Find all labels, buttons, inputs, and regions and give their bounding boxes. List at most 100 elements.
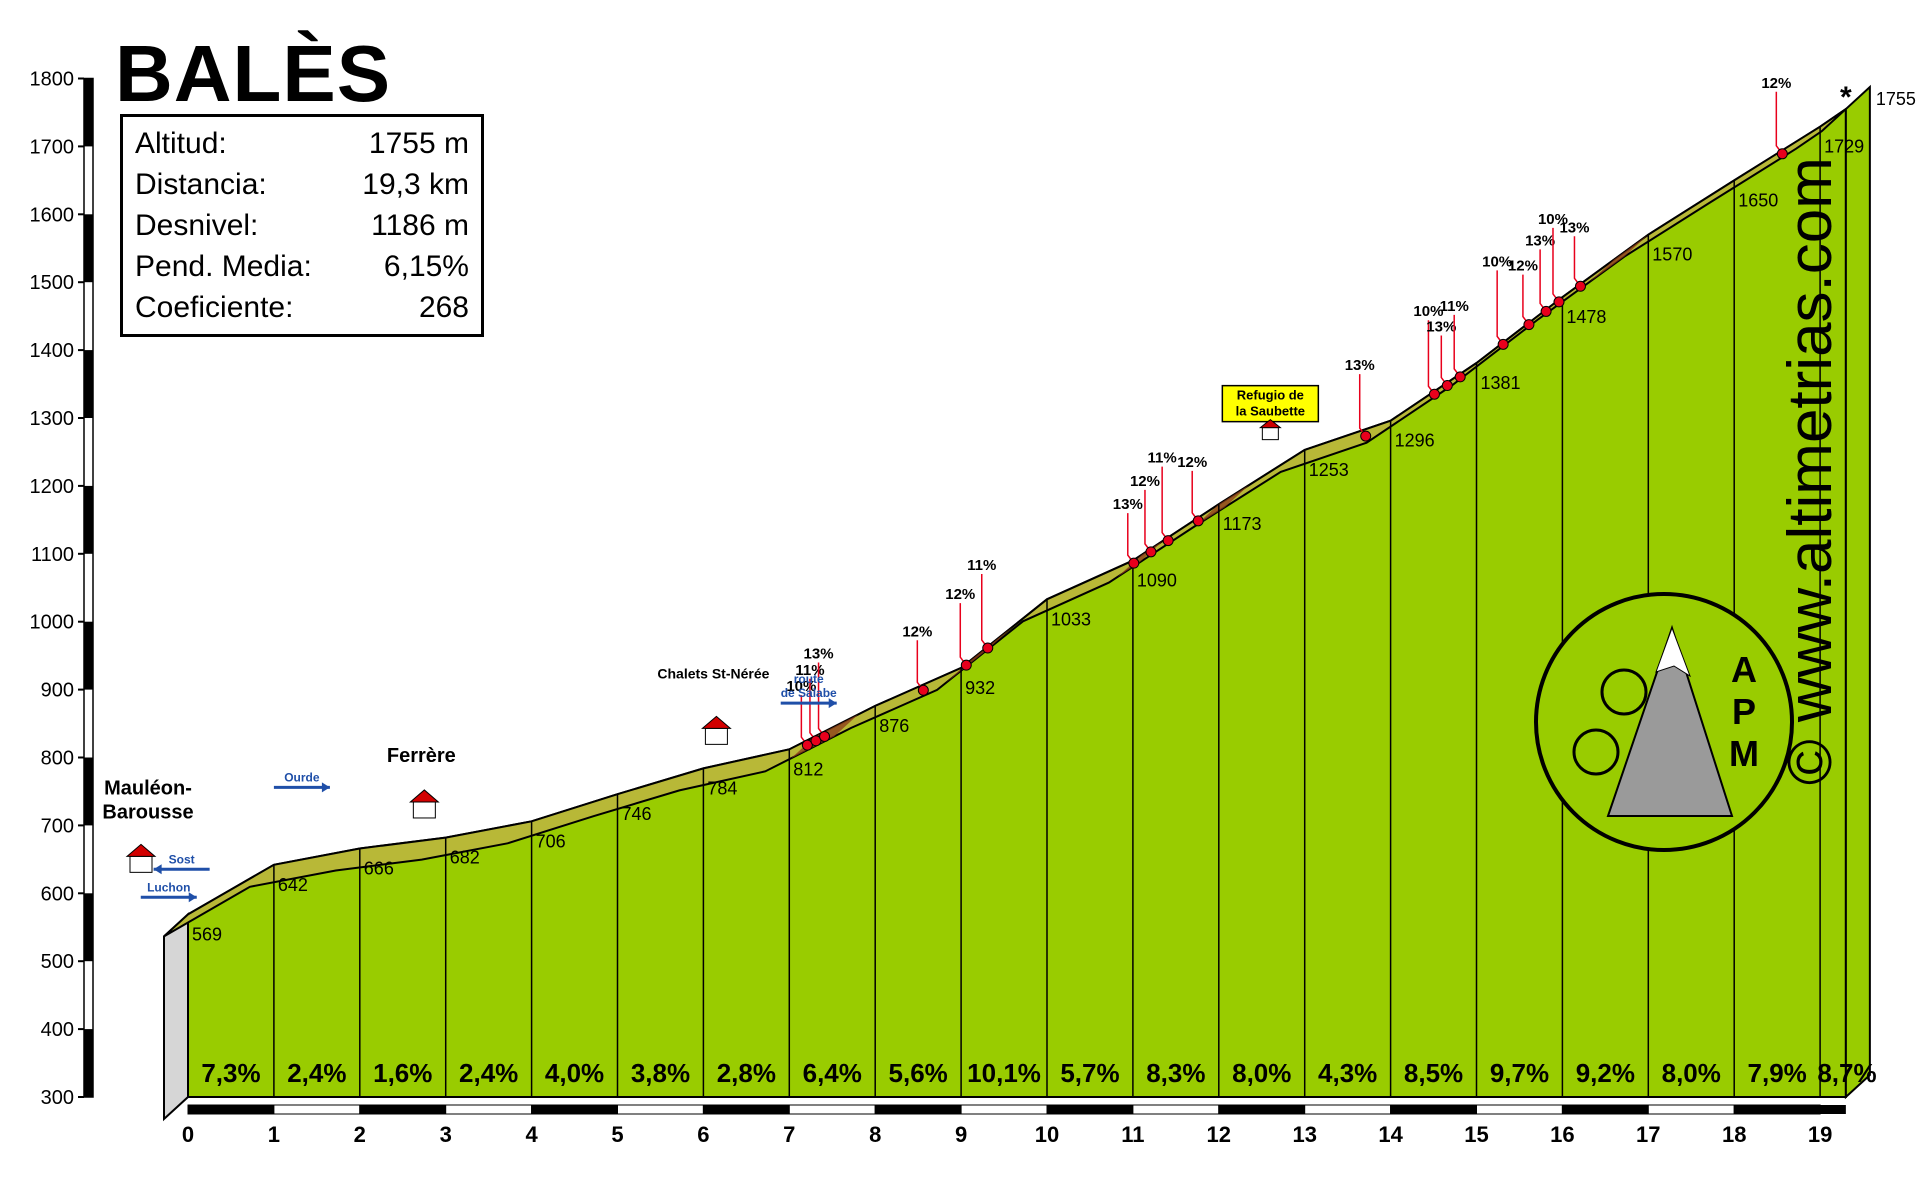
x-tick-label: 19 xyxy=(1808,1122,1832,1147)
junction-label: route xyxy=(794,672,824,686)
segment-gradient-label: 8,7% xyxy=(1817,1058,1876,1088)
steep-marker-line xyxy=(916,640,924,691)
segment-gradient-label: 8,0% xyxy=(1662,1058,1721,1088)
y-axis-band xyxy=(84,214,93,283)
x-tick-label: 1 xyxy=(268,1122,280,1147)
km-bar-segment xyxy=(187,1104,275,1115)
km-altitude-label: 1033 xyxy=(1051,609,1091,629)
km-bar-segment xyxy=(359,1104,447,1115)
steep-marker-dot xyxy=(1428,388,1440,400)
km-altitude-label: 1296 xyxy=(1395,431,1435,451)
steep-marker-dot xyxy=(960,659,972,671)
y-tick-label: 1800 xyxy=(30,69,75,91)
place-label: Mauléon- xyxy=(104,777,192,799)
steep-marker-line xyxy=(1127,513,1135,564)
y-tick-label: 900 xyxy=(41,680,74,702)
steep-marker-dot xyxy=(801,739,813,751)
y-tick-label: 1100 xyxy=(31,544,74,566)
steep-marker-label: 13% xyxy=(1113,496,1143,513)
steep-marker-label: 10% xyxy=(1413,303,1443,320)
stat-value: 268 xyxy=(418,291,469,324)
km-altitude-label: 666 xyxy=(364,858,394,878)
road-steep-section xyxy=(1194,485,1249,527)
segment-gradient-label: 4,3% xyxy=(1318,1058,1377,1088)
steep-marker-label: 12% xyxy=(1130,473,1160,490)
y-axis-band xyxy=(84,757,93,826)
steep-marker-label: 11% xyxy=(1440,298,1469,315)
y-tick-label: 300 xyxy=(41,1087,74,1109)
steep-marker-label: 13% xyxy=(1345,357,1375,374)
steep-marker-line xyxy=(981,574,989,649)
segment-gradient-label: 8,5% xyxy=(1404,1058,1463,1088)
segment-gradient-label: 1,6% xyxy=(373,1058,432,1088)
steep-marker-label: 12% xyxy=(902,623,932,640)
km-bar-segment xyxy=(1561,1104,1649,1115)
steep-marker-dot xyxy=(917,684,929,696)
km-altitude-label: 569 xyxy=(192,924,222,944)
km-bar-segment xyxy=(273,1104,361,1115)
place-label: Ferrère xyxy=(387,745,456,767)
km-bar-segment xyxy=(1820,1105,1846,1114)
segment-gradient-label: 5,7% xyxy=(1060,1058,1119,1088)
y-tick-label: 400 xyxy=(41,1019,74,1041)
y-tick-label: 1700 xyxy=(30,136,75,158)
segment-gradient-label: 2,4% xyxy=(459,1058,518,1088)
km-bar-segment xyxy=(960,1104,1048,1115)
apm-logo-letter: M xyxy=(1729,733,1759,774)
segment-gradient-label: 7,3% xyxy=(201,1058,260,1088)
steep-marker-dot xyxy=(1523,319,1535,331)
steep-marker-line xyxy=(1358,374,1367,437)
km-altitude-label: 706 xyxy=(536,831,566,851)
steep-marker-line xyxy=(1144,489,1152,553)
refuge-house-icon xyxy=(1261,427,1279,441)
steep-marker-label: 11% xyxy=(967,557,996,574)
y-tick-label: 500 xyxy=(41,951,74,973)
km-bar-segment xyxy=(874,1104,962,1115)
segment-gradient-label: 6,4% xyxy=(803,1058,862,1088)
steep-marker-line xyxy=(1191,470,1199,522)
x-tick-label: 4 xyxy=(525,1122,538,1147)
steep-marker-dot xyxy=(1162,535,1174,547)
km-altitude-label: 1729 xyxy=(1824,137,1864,157)
stat-value: 6,15% xyxy=(383,250,469,283)
y-axis-band xyxy=(84,78,93,147)
arrow-head-icon xyxy=(153,864,162,875)
y-tick-label: 1200 xyxy=(30,476,75,498)
steep-marker-dot xyxy=(1540,305,1552,317)
road-steep-section xyxy=(1589,234,1649,282)
km-altitude-label: 1381 xyxy=(1481,373,1521,393)
place-label: la Saubette xyxy=(1236,404,1305,419)
y-tick-label: 1300 xyxy=(30,408,75,430)
x-tick-label: 7 xyxy=(783,1122,795,1147)
steep-marker-label: 12% xyxy=(1177,454,1207,471)
km-bar-segment xyxy=(1132,1104,1220,1115)
km-altitude-label: 682 xyxy=(450,848,480,868)
steep-marker-line xyxy=(959,603,967,666)
stat-row-coeficiente: Coeficiente: 268 xyxy=(135,291,469,331)
km-bar-segment xyxy=(531,1104,618,1115)
steep-marker-dot xyxy=(1145,546,1157,558)
steep-marker-dot xyxy=(810,735,822,747)
stats-box: Altitud: 1755 m Distancia: 19,3 km Desnive… xyxy=(120,114,484,337)
house-roof-icon xyxy=(701,715,732,729)
arrow-head-icon xyxy=(828,698,837,709)
summit-marker: * xyxy=(1840,81,1852,114)
profile-right-face xyxy=(1844,84,1871,1100)
steep-marker-line xyxy=(1522,274,1530,326)
steep-marker-label: 12% xyxy=(1508,258,1538,275)
km-bar-segment xyxy=(1733,1104,1821,1115)
y-tick-label: 1500 xyxy=(30,272,75,294)
stat-value: 1755 m xyxy=(368,127,469,160)
km-altitude-label: 746 xyxy=(622,804,652,824)
arrow-head-icon xyxy=(321,782,330,793)
km-bar-segment xyxy=(788,1104,876,1115)
segment-gradient-label: 5,6% xyxy=(889,1058,948,1088)
place-label: Refugio de xyxy=(1237,388,1304,403)
steep-marker-dot xyxy=(1360,430,1372,442)
segment-gradient-label: 7,9% xyxy=(1748,1058,1807,1088)
place-label: Barousse xyxy=(102,801,193,823)
stat-label: Altitud: xyxy=(135,127,227,160)
page-title: BALÈS xyxy=(115,29,392,118)
junction-label: Luchon xyxy=(147,880,190,894)
